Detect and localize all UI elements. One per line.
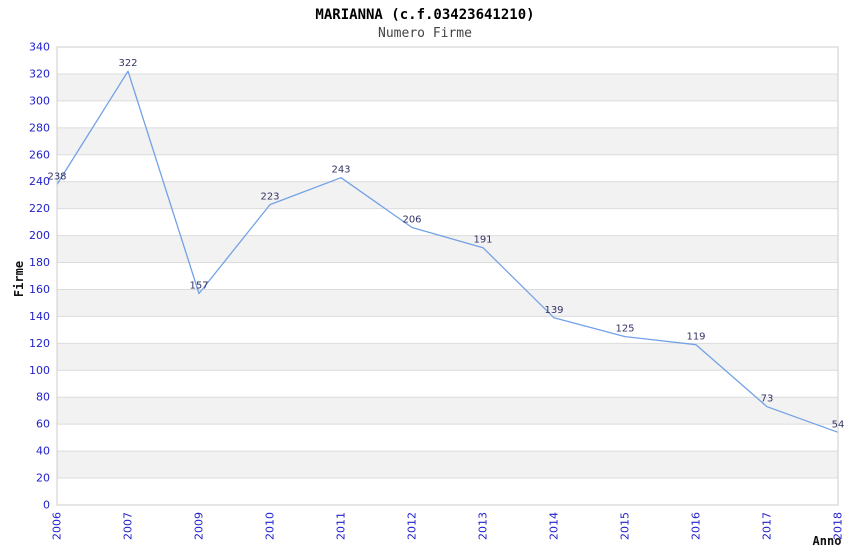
data-label: 243: [331, 165, 350, 176]
y-tick-label: 300: [29, 94, 50, 107]
x-tick-label: 2006: [51, 512, 64, 540]
plot-band: [57, 127, 838, 155]
y-tick-label: 260: [29, 148, 50, 161]
y-tick-label: 60: [36, 418, 50, 431]
y-tick-label: 240: [29, 175, 50, 188]
chart-subtitle: Numero Firme: [378, 26, 472, 41]
plot-border-rect: [56, 46, 839, 506]
plot-band: [57, 73, 838, 101]
data-label: 322: [118, 58, 137, 69]
y-tick-label: 220: [29, 202, 50, 215]
y-tick-label: 320: [29, 67, 50, 80]
y-tick-label: 340: [29, 41, 50, 54]
data-label: 206: [402, 215, 421, 226]
x-axis-title: Anno: [813, 534, 842, 548]
x-tick-label: 2017: [761, 512, 774, 540]
plot-band: [57, 235, 838, 263]
x-axis-labels: 2006 2007 2009 2010 2011 2012 2013 2014 2015 2016…: [51, 512, 845, 540]
plot-band: [57, 289, 838, 317]
x-tick-label: 2010: [264, 512, 277, 540]
series-line: [56, 70, 839, 433]
x-tick-label: 2009: [193, 512, 206, 540]
y-tick-label: 120: [29, 337, 50, 350]
data-label: 119: [686, 332, 705, 343]
y-tick-label: 40: [36, 445, 50, 458]
data-labels: 238 322 157 223 243 206 191 139 125 119 73 54: [47, 58, 844, 430]
y-tick-label: 200: [29, 229, 50, 242]
x-tick-label: 2018: [832, 512, 845, 540]
x-tick-label: 2014: [548, 512, 561, 540]
plot-band: [57, 343, 838, 371]
y-tick-label: 280: [29, 121, 50, 134]
data-label: 223: [260, 192, 279, 203]
data-label: 191: [473, 235, 492, 246]
y-tick-label: 160: [29, 283, 50, 296]
gridlines: [57, 46, 838, 479]
data-label: 73: [761, 394, 774, 405]
x-tick-label: 2007: [122, 512, 135, 540]
y-tick-label: 20: [36, 472, 50, 485]
y-axis-labels: 0 20 40 60 80 100 120 140 160 180 200 220 240 260 280 3…: [29, 41, 50, 512]
plot-border: [56, 46, 839, 506]
x-tick-label: 2015: [619, 512, 632, 540]
chart-title: MARIANNA (c.f.03423641210): [315, 7, 534, 23]
y-tick-label: 180: [29, 256, 50, 269]
y-tick-label: 100: [29, 364, 50, 377]
x-tick-label: 2011: [335, 512, 348, 540]
y-tick-label: 80: [36, 391, 50, 404]
x-tick-label: 2012: [406, 512, 419, 540]
x-tick-label: 2016: [690, 512, 703, 540]
series-polyline: [56, 70, 839, 433]
plot-bands: [57, 73, 838, 479]
data-label: 238: [47, 171, 66, 182]
plot-band: [57, 181, 838, 209]
x-tick-label: 2013: [477, 512, 490, 540]
plot-band: [57, 397, 838, 425]
data-label: 54: [832, 419, 845, 430]
data-label: 125: [615, 324, 634, 335]
y-tick-label: 140: [29, 310, 50, 323]
y-tick-label: 0: [43, 499, 50, 512]
y-axis-title: Firme: [12, 261, 26, 297]
plot-band: [57, 451, 838, 479]
data-label: 157: [189, 281, 208, 292]
data-label: 139: [544, 305, 563, 316]
